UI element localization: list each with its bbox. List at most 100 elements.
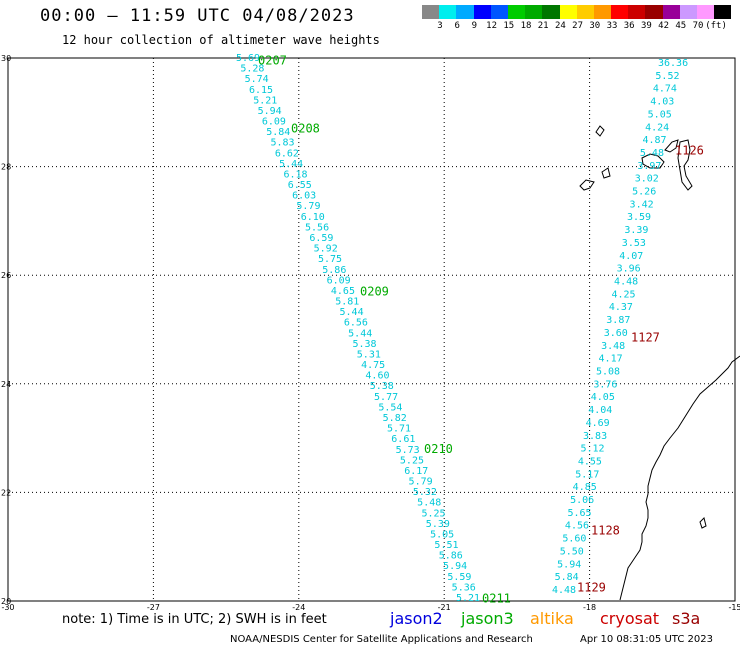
legend-swatch [628,5,646,19]
wave-height-value: 5.54 [378,402,402,413]
wave-height-value: 3.59 [627,212,651,223]
wave-height-value: 5.21 [253,95,277,106]
wave-height-value: 5.74 [245,74,269,85]
wave-height-value: 5.06 [570,495,594,506]
satellite-name: altika [530,609,574,628]
wave-height-value: 36.36 [658,58,688,69]
map-title: 00:00 – 11:59 UTC 04/08/2023 [40,6,355,26]
wave-height-value: 5.25 [421,508,445,519]
wave-height-value: 5.31 [357,349,381,360]
y-tick-label: 26 [1,271,11,280]
wave-height-value: 5.44 [340,307,364,318]
wave-height-value: 5.12 [580,444,604,455]
wave-height-value: 6.09 [262,117,286,128]
satellite-name: cryosat [600,609,660,628]
wave-height-value: 5.05 [648,109,672,120]
pass-time-label: 1129 [577,580,606,594]
pass-time-label: 0210 [424,442,453,456]
wave-height-value: 5.48 [640,148,664,159]
wave-height-value: 4.25 [611,289,635,300]
wave-height-value: 6.03 [292,191,316,202]
legend-label: 15 [503,21,515,31]
wave-height-value: 6.09 [327,275,351,286]
pass-time-label: 1127 [631,331,660,345]
color-legend: 3 6 9 12 15 18 21 24 27 30 33 36 39 42 45 70 (ft) [422,5,732,33]
wave-height-value: 5.79 [409,477,433,488]
wave-height-value: 5.38 [352,339,376,350]
wave-height-value: 5.77 [374,392,398,403]
legend-swatch [456,5,474,19]
wave-height-value: 6.62 [275,148,299,159]
map-frame [7,57,736,602]
wave-height-value: 5.32 [413,487,437,498]
wave-height-value: 5.69 [236,53,260,64]
canary-lanzarote [664,139,679,153]
legend-swatch [645,5,663,19]
legend-label: 33 [606,21,618,31]
legend-swatch [679,5,697,19]
canary-fuerteventura [677,139,693,191]
pass-time-label: 0208 [291,122,320,136]
pass-time-label: 1128 [591,523,620,537]
wave-height-value: 4.55 [578,456,602,467]
x-tick-label: -21 [438,603,451,612]
wave-height-value: 5.86 [322,265,346,276]
pass-time-label: 0211 [482,591,511,605]
y-tick-label: 28 [1,163,11,172]
wave-height-value: 4.85 [573,482,597,493]
pass-time-label: 0209 [360,284,389,298]
legend-label: 6 [454,21,460,31]
legend-swatch [439,5,457,19]
legend-label: 30 [589,21,601,31]
legend-label: 24 [554,21,566,31]
wave-height-value: 6.18 [283,169,307,180]
wave-height-value: 3.87 [606,315,630,326]
wave-height-value: 5.86 [439,551,463,562]
canary-la-palma [601,167,611,179]
legend-label: 21 [537,21,549,31]
satellite-name: jason3 [461,609,514,628]
canary-tenerife [579,179,595,191]
x-tick-label: -30 [1,603,14,612]
legend-label: 18 [520,21,532,31]
legend-color-bar [422,5,732,19]
wave-height-value: 3.83 [583,431,607,442]
wave-height-value: 6.17 [404,466,428,477]
x-tick-label: -24 [292,603,305,612]
satellite-name: s3a [672,609,701,628]
wave-height-value: 5.75 [318,254,342,265]
x-tick-label: -18 [583,603,596,612]
legend-swatch [697,5,715,19]
wave-height-value: 5.71 [387,424,411,435]
satellite-name: jason2 [390,609,443,628]
wave-height-value: 5.56 [305,222,329,233]
note-text: note: 1) Time is in UTC; 2) SWH is in fe… [62,612,327,627]
legend-label: 39 [640,21,652,31]
wave-height-value: 5.52 [655,71,679,82]
wave-height-value: 5.92 [314,244,338,255]
timestamp-text: Apr 10 08:31:05 UTC 2023 [580,634,713,645]
legend-swatch [422,5,440,19]
wave-height-value: 5.44 [279,159,303,170]
wave-height-value: 4.60 [365,371,389,382]
wave-height-value: 3.53 [622,238,646,249]
wave-height-value: 3.39 [624,225,648,236]
legend-swatch [714,5,732,19]
legend-label: 3 [437,21,443,31]
wave-height-value: 5.48 [417,498,441,509]
wave-height-value: 4.56 [565,521,589,532]
grid-lines [7,57,736,602]
wave-height-value: 5.59 [447,572,471,583]
axis-labels: -30 -27 -24 -21 -18 -15 30 28 26 24 22 20 [1,54,740,612]
wave-height-value: 4.03 [650,97,674,108]
wave-height-value: 3.42 [630,199,654,210]
legend-label: 27 [572,21,584,31]
wave-height-value: 5.60 [562,534,586,545]
wave-height-value: 3.02 [635,174,659,185]
wave-height-value: 5.84 [555,572,579,583]
wave-height-value: 6.10 [301,212,325,223]
wave-height-value: 5.38 [370,381,394,392]
x-tick-label: -15 [728,603,740,612]
legend-label: 12 [486,21,498,31]
wave-height-value: 3.48 [601,341,625,352]
